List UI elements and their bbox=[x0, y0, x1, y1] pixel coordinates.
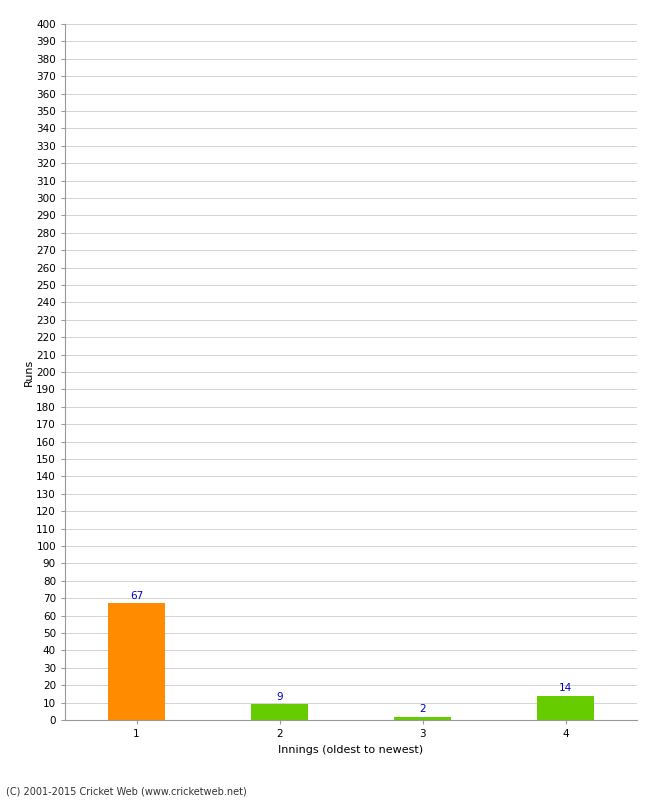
Text: 9: 9 bbox=[276, 692, 283, 702]
Bar bbox=[251, 704, 308, 720]
X-axis label: Innings (oldest to newest): Innings (oldest to newest) bbox=[278, 745, 424, 754]
Text: 2: 2 bbox=[419, 704, 426, 714]
Bar bbox=[108, 603, 165, 720]
Text: (C) 2001-2015 Cricket Web (www.cricketweb.net): (C) 2001-2015 Cricket Web (www.cricketwe… bbox=[6, 786, 247, 796]
Bar bbox=[394, 717, 451, 720]
Bar bbox=[537, 696, 594, 720]
Text: 14: 14 bbox=[559, 683, 572, 693]
Text: 67: 67 bbox=[130, 591, 143, 601]
Y-axis label: Runs: Runs bbox=[23, 358, 33, 386]
